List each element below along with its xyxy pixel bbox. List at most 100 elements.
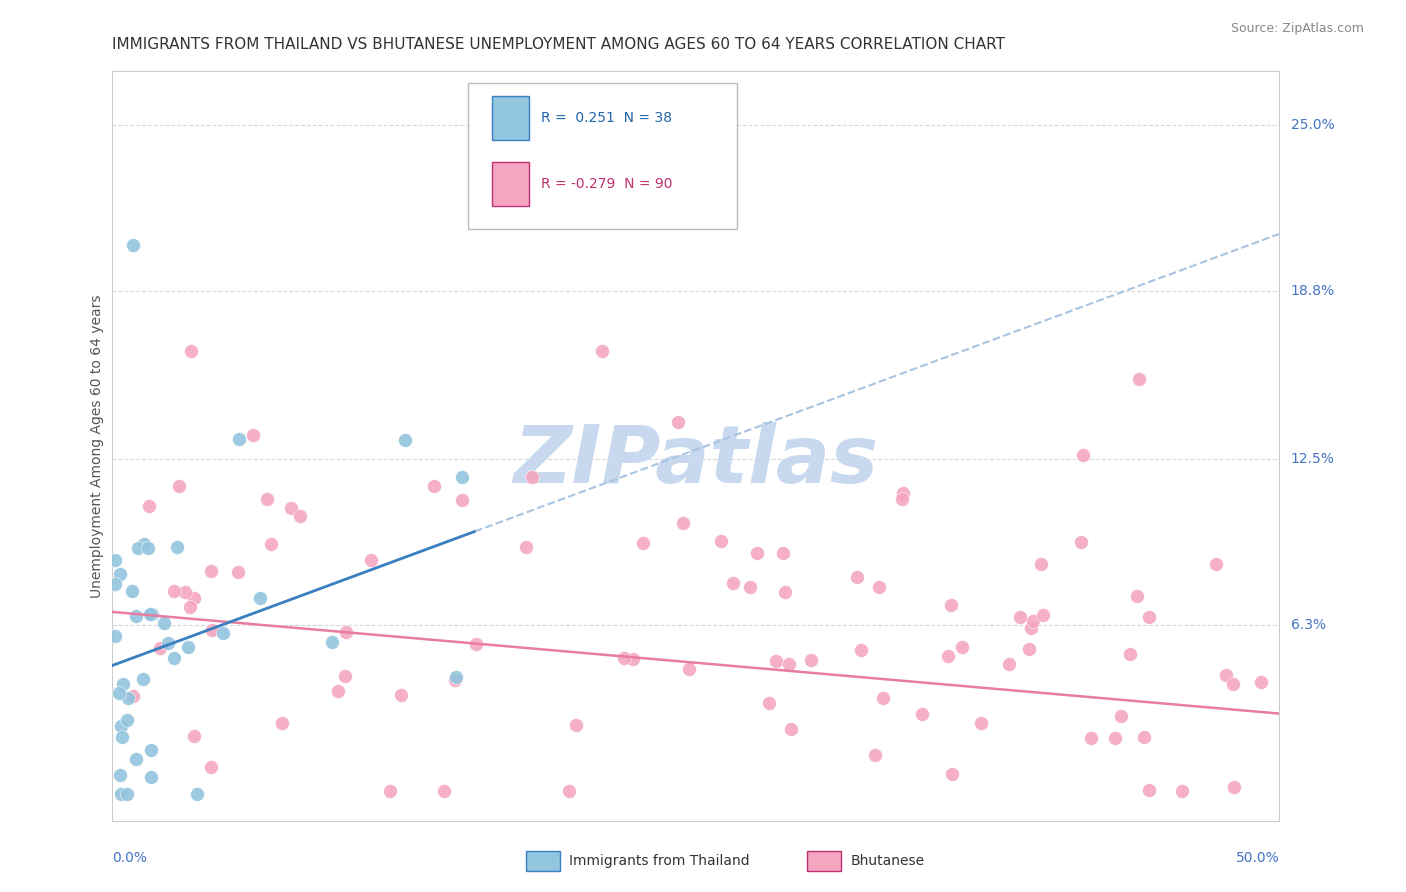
Point [1223,780,1246,794]
Point [166,540,188,554]
FancyBboxPatch shape [468,83,737,228]
Point [141,607,163,621]
Text: R = -0.279  N = 90: R = -0.279 N = 90 [541,177,672,191]
Point [1022,614,1045,628]
Text: 18.8%: 18.8% [1291,284,1334,298]
Point [765,654,787,668]
Point [872,691,894,706]
FancyBboxPatch shape [492,162,529,206]
Point [228,565,250,579]
Point [450,492,472,507]
Point [1128,372,1150,386]
Point [1104,731,1126,746]
Point [394,433,416,447]
Point [1080,731,1102,745]
Point [1137,610,1160,624]
Point [1071,448,1094,462]
Text: 6.3%: 6.3% [1291,618,1326,632]
Point [970,716,993,731]
Point [851,643,873,657]
Point [1070,535,1092,549]
Point [111,730,134,744]
Point [1137,783,1160,797]
Point [1032,608,1054,623]
Point [167,479,190,493]
Point [228,432,250,446]
Point [565,718,588,732]
Point [1222,677,1244,691]
Point [200,759,222,773]
Point [271,716,294,731]
Point [1171,784,1194,798]
Point [125,752,148,766]
Point [780,723,803,737]
Point [149,641,172,656]
Point [211,625,233,640]
Text: 12.5%: 12.5% [1291,452,1334,467]
Point [326,684,349,698]
Point [450,470,472,484]
Point [520,470,543,484]
Point [156,635,179,649]
Point [1250,675,1272,690]
Point [333,669,356,683]
Point [1133,730,1156,744]
Point [939,599,962,613]
Point [173,585,195,599]
Point [139,607,162,621]
Point [1125,590,1147,604]
Point [186,787,208,801]
Point [163,583,186,598]
Point [378,784,401,798]
Y-axis label: Unemployment Among Ages 60 to 64 years: Unemployment Among Ages 60 to 64 years [90,294,104,598]
Point [110,718,132,732]
Point [125,609,148,624]
Point [672,516,695,530]
Point [280,500,302,515]
Text: 25.0%: 25.0% [1291,118,1334,132]
Point [721,575,744,590]
Point [1021,621,1043,635]
Point [710,534,733,549]
Point [1205,557,1227,571]
Point [846,570,869,584]
Point [558,784,581,798]
Point [800,653,823,667]
Point [1109,708,1132,723]
Point [773,585,796,599]
Point [183,591,205,606]
Point [941,766,963,780]
Point [256,492,278,507]
Text: Source: ZipAtlas.com: Source: ZipAtlas.com [1230,22,1364,36]
Point [138,499,160,513]
Point [422,479,444,493]
Point [180,344,202,359]
Point [666,415,689,429]
Point [132,537,155,551]
Text: Bhutanese: Bhutanese [851,854,925,868]
Point [998,657,1021,672]
Point [779,657,801,671]
Point [153,615,176,630]
Point [136,541,159,556]
Text: 0.0%: 0.0% [112,851,148,865]
Point [633,536,655,550]
Point [758,696,780,710]
Point [335,625,357,640]
Point [433,784,456,798]
Point [117,691,139,706]
Point [1008,609,1031,624]
Point [1215,668,1237,682]
Text: IMMIGRANTS FROM THAILAND VS BHUTANESE UNEMPLOYMENT AMONG AGES 60 TO 64 YEARS COR: IMMIGRANTS FROM THAILAND VS BHUTANESE UN… [112,37,1005,52]
Point [738,580,761,594]
Point [936,648,959,663]
Point [201,624,224,638]
Point [163,650,186,665]
Text: Immigrants from Thailand: Immigrants from Thailand [569,854,749,868]
Point [104,576,127,591]
Point [1119,647,1142,661]
Point [868,581,890,595]
Point [132,672,155,686]
Point [747,546,769,560]
Point [108,567,131,582]
